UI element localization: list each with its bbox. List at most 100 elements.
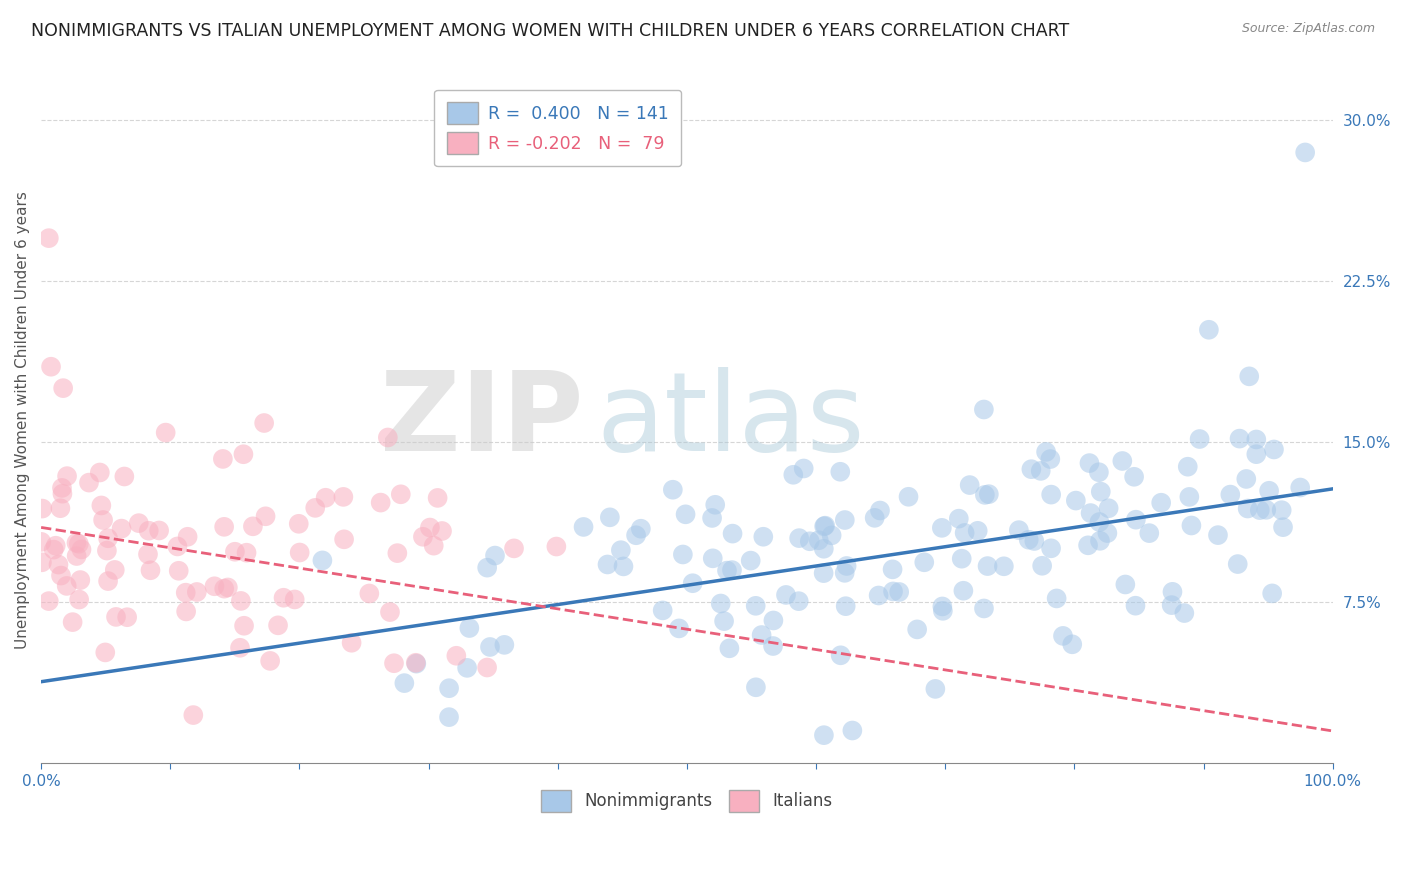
Point (267, 618, 290, 632)
Point (721, 563, 744, 577)
Point (51, 481, 73, 495)
Point (1234, 472, 1257, 486)
Point (882, 584, 904, 599)
Point (49, 568, 72, 582)
Point (70, 542, 93, 557)
Point (387, 546, 409, 560)
Point (610, 543, 633, 558)
Point (97, 574, 120, 588)
Point (1258, 483, 1281, 498)
Point (52, 381, 75, 395)
Point (212, 520, 235, 534)
Point (475, 660, 498, 674)
Point (186, 585, 208, 599)
Point (45, 539, 67, 553)
Point (1125, 599, 1147, 613)
Point (740, 553, 762, 567)
Point (1024, 533, 1046, 548)
Point (1150, 496, 1173, 510)
Point (31, 555, 53, 569)
Point (612, 559, 634, 574)
Point (65, 536, 87, 550)
Point (976, 559, 998, 574)
Point (304, 500, 326, 515)
Point (456, 661, 478, 675)
Point (174, 604, 197, 618)
Point (38, 231, 60, 245)
Point (110, 522, 132, 536)
Point (596, 558, 619, 572)
Point (91, 513, 114, 527)
Point (1263, 442, 1285, 457)
Point (721, 526, 744, 541)
Point (1039, 452, 1062, 467)
Point (67, 537, 90, 551)
Point (966, 524, 988, 538)
Point (863, 511, 886, 525)
Point (1294, 145, 1316, 160)
Point (1178, 490, 1201, 504)
Point (869, 503, 891, 517)
Point (437, 710, 460, 724)
Point (235, 546, 257, 560)
Point (51, 486, 73, 500)
Point (953, 525, 976, 540)
Point (287, 516, 309, 531)
Point (139, 563, 162, 577)
Text: ZIP: ZIP (380, 367, 583, 474)
Point (494, 638, 516, 652)
Point (340, 636, 363, 650)
Point (713, 614, 735, 628)
Point (718, 641, 741, 656)
Point (1018, 533, 1040, 547)
Point (419, 520, 441, 534)
Point (426, 491, 449, 505)
Point (1031, 558, 1053, 573)
Point (176, 530, 198, 544)
Point (115, 610, 138, 624)
Point (97, 531, 120, 545)
Point (104, 563, 127, 577)
Point (1229, 432, 1251, 446)
Point (430, 524, 453, 538)
Point (1029, 464, 1052, 478)
Point (868, 589, 890, 603)
Point (813, 541, 835, 556)
Point (1062, 637, 1084, 651)
Point (138, 524, 160, 538)
Point (446, 648, 468, 663)
Point (332, 490, 354, 504)
Point (599, 510, 621, 524)
Point (1035, 445, 1057, 459)
Point (1040, 541, 1063, 556)
Point (834, 513, 856, 527)
Point (1246, 433, 1268, 447)
Point (254, 509, 277, 524)
Point (30, 534, 52, 549)
Point (405, 657, 427, 671)
Point (751, 628, 773, 642)
Point (378, 605, 401, 619)
Point (55, 579, 77, 593)
Point (284, 592, 307, 607)
Point (259, 654, 281, 668)
Point (1064, 493, 1087, 508)
Point (835, 559, 858, 574)
Point (484, 549, 506, 563)
Point (668, 621, 690, 635)
Point (1160, 598, 1182, 612)
Point (311, 553, 333, 567)
Point (787, 594, 810, 608)
Point (412, 530, 434, 544)
Point (782, 467, 804, 482)
Point (148, 524, 170, 538)
Point (624, 528, 647, 542)
Point (405, 656, 427, 670)
Point (1088, 533, 1111, 548)
Point (174, 585, 197, 599)
Point (315, 491, 337, 505)
Point (1198, 323, 1220, 337)
Point (931, 599, 953, 614)
Point (799, 534, 821, 549)
Point (69, 573, 91, 587)
